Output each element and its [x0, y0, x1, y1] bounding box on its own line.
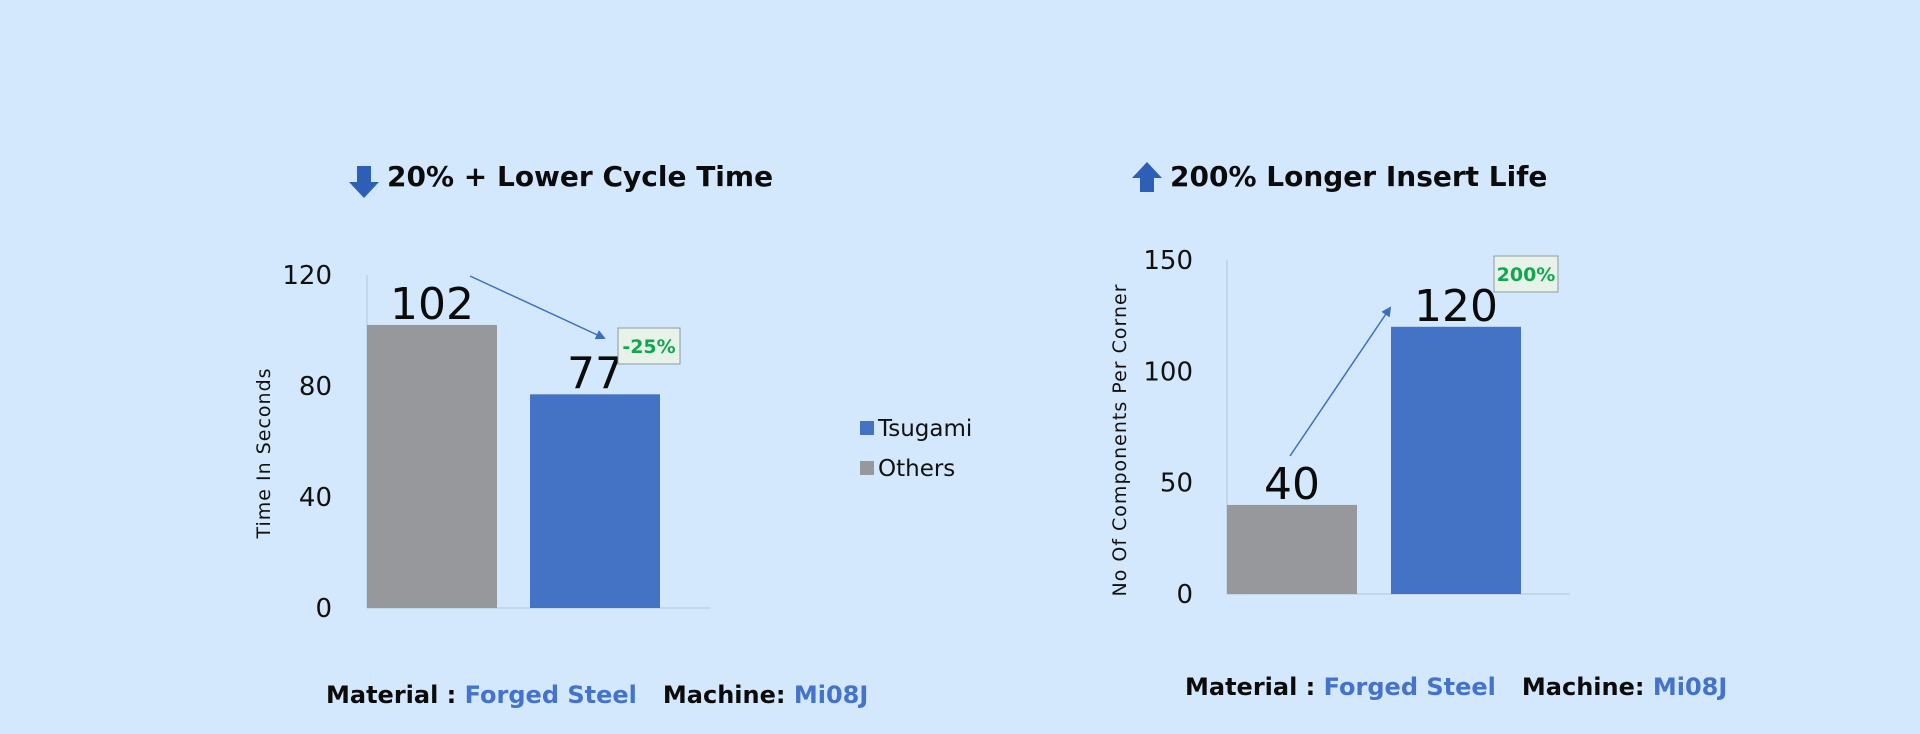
insert-life-headline: 200% Longer Insert Life [1132, 160, 1547, 193]
insert-life-y-tick-label: 0 [1176, 580, 1193, 610]
cycle-time-y-axis-title: Time In Seconds [253, 367, 275, 539]
insert-life-y-tick-label: 50 [1160, 469, 1193, 499]
insert-life-material-label: Material : [1185, 673, 1316, 701]
cycle-time-change-value: -25% [622, 336, 675, 358]
legend-swatch-tsugami [860, 421, 874, 435]
cycle-time-machine-value: Mi08J [793, 681, 869, 709]
insert-life-material-value: Forged Steel [1323, 673, 1496, 701]
insert-life-y-tick-label: 150 [1143, 246, 1193, 276]
cycle-time-trend-arrow [469, 275, 606, 340]
legend-swatch-others [860, 461, 874, 475]
cycle-time-data-labels: 102 77 [390, 279, 623, 399]
cycle-time-bar-others [367, 324, 497, 608]
cycle-time-title: 20% + Lower Cycle Time [387, 160, 773, 193]
insert-life-bars [1227, 326, 1521, 594]
cycle-time-data-label-others: 102 [390, 279, 474, 330]
insert-life-data-labels: 40 120 [1264, 281, 1498, 510]
cycle-time-material-label: Material : [326, 681, 457, 709]
insert-life-data-label-others: 40 [1264, 459, 1320, 510]
cycle-time-y-tick-label: 80 [299, 372, 332, 402]
cycle-time-bar-tsugami [530, 394, 660, 608]
cycle-time-y-ticks: 0 40 80 120 [282, 261, 332, 624]
legend-label-tsugami: Tsugami [877, 416, 972, 442]
insert-life-data-label-tsugami: 120 [1414, 281, 1498, 332]
insert-life-chart: 200% Longer Insert Life 0 50 100 150 No Of … [1109, 160, 1570, 610]
insert-life-machine-value: Mi08J [1652, 673, 1728, 701]
arrow-up-icon [1132, 162, 1162, 192]
cycle-time-change-badge: -25% [617, 327, 681, 365]
arrow-down-icon [349, 166, 379, 198]
cycle-time-y-tick-label: 40 [299, 483, 332, 513]
insert-life-machine-label: Machine: [1521, 673, 1645, 701]
insert-life-change-value: 200% [1497, 264, 1556, 286]
cycle-time-material-value: Forged Steel [464, 681, 637, 709]
insert-life-y-tick-label: 100 [1143, 357, 1193, 387]
cycle-time-machine-label: Machine: [662, 681, 786, 709]
insert-life-footer: Material : Forged Steel Machine: Mi08J [1185, 673, 1727, 701]
insert-life-y-axis-title: No Of Components Per Corner [1109, 283, 1131, 596]
cycle-time-data-label-tsugami: 77 [567, 348, 623, 399]
insert-life-change-badge: 200% [1493, 255, 1559, 293]
cycle-time-y-tick-label: 120 [282, 261, 332, 291]
cycle-time-headline: 20% + Lower Cycle Time [349, 160, 773, 198]
insert-life-bar-tsugami [1391, 326, 1521, 594]
cycle-time-footer: Material : Forged Steel Machine: Mi08J [326, 681, 868, 709]
insert-life-title: 200% Longer Insert Life [1170, 160, 1547, 193]
cycle-time-bars [367, 324, 660, 608]
legend-label-others: Others [878, 456, 955, 482]
insert-life-trend-arrow [1289, 306, 1392, 457]
insert-life-y-ticks: 0 50 100 150 [1143, 246, 1193, 610]
insert-life-bar-others [1227, 504, 1357, 594]
cycle-time-y-tick-label: 0 [315, 594, 332, 624]
insert-life-change-badge-box [1493, 255, 1559, 293]
legend: Tsugami Others [860, 416, 972, 482]
cycle-time-chart: 20% + Lower Cycle Time 0 40 80 120 Time In … [253, 160, 773, 624]
cycle-time-change-badge-box [617, 327, 681, 365]
